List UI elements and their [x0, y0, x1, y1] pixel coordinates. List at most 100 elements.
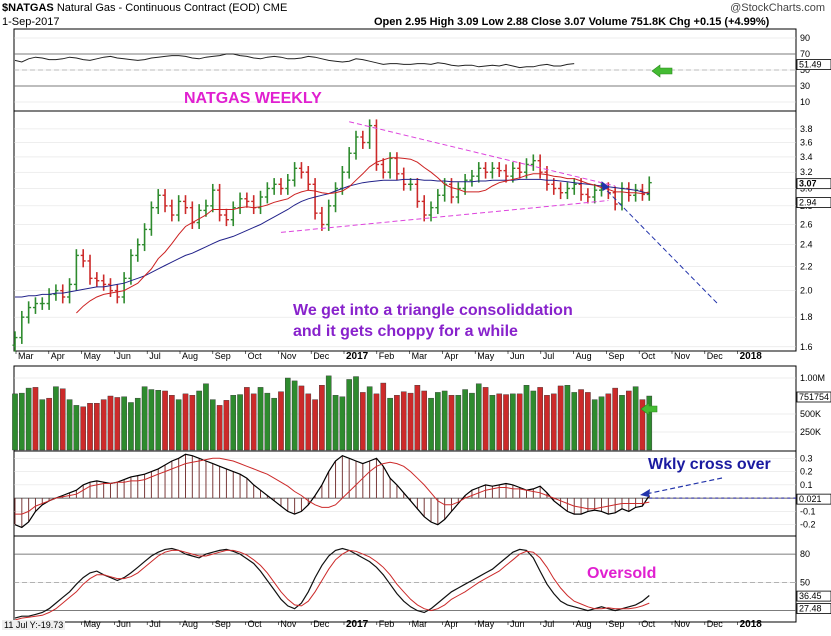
x-axis-label: Mar	[18, 351, 34, 361]
x-axis-label: Jun	[510, 351, 525, 361]
price-last-value: 3.07	[799, 179, 817, 189]
volume-bar	[134, 397, 141, 451]
volume-bar	[80, 406, 86, 451]
volume-bar	[469, 392, 475, 451]
volume-bar	[162, 390, 168, 451]
x-axis-label: Nov	[674, 351, 691, 361]
volume-bar	[25, 387, 32, 451]
volume-bar	[530, 390, 537, 451]
volume-bar	[619, 395, 625, 451]
date-label: 1-Sep-2017	[2, 16, 60, 28]
x-axis-label: Jun	[116, 351, 131, 361]
volume-bar	[278, 391, 284, 451]
stochastic-k-value-box	[796, 590, 831, 602]
stochastic-d-value-box	[796, 603, 831, 614]
volume-bar	[223, 400, 230, 451]
axis-layer: 907050301051.493.83.63.43.23.02.82.62.42…	[15, 33, 831, 630]
volume-bar	[578, 389, 584, 451]
volume-bar	[462, 389, 468, 451]
price-last-value-box	[796, 178, 831, 190]
volume-bar	[148, 389, 155, 451]
x-axis-label: Apr	[444, 619, 458, 629]
rsi-last-value: 51.49	[799, 60, 822, 70]
volume-bar	[414, 385, 421, 451]
stochastic-d-value: 27.48	[799, 604, 822, 614]
stochastic-tick-label: 50	[800, 577, 810, 587]
price-tick-label: 3.4	[800, 152, 813, 162]
volume-bar	[387, 397, 393, 451]
x-axis-label: Dec	[313, 619, 330, 629]
x-axis-label: Dec	[313, 351, 330, 361]
volume-bar	[564, 385, 571, 451]
volume-bar	[639, 399, 646, 451]
projection-line	[601, 184, 718, 304]
projection-arrowhead	[601, 181, 610, 192]
volume-bar	[366, 386, 373, 451]
annotation-weekly-title: NATGAS WEEKLY	[184, 90, 322, 107]
price-layer	[12, 119, 718, 352]
x-axis-label: Aug	[182, 351, 198, 361]
price-tick-label: 1.6	[800, 342, 813, 352]
x-axis-label: Sep	[608, 351, 624, 361]
sma-slow-line	[15, 178, 650, 298]
volume-green-arrow-icon	[640, 402, 658, 416]
volume-bar	[353, 376, 359, 451]
volume-bar	[312, 399, 318, 451]
volume-bar	[482, 387, 489, 451]
rsi-last-value-box	[796, 59, 831, 70]
volume-bar	[114, 397, 121, 451]
stochastic-panel	[13, 535, 797, 623]
volume-bar	[435, 392, 441, 451]
volume-tick-label: 500K	[800, 409, 821, 419]
rsi-line	[14, 53, 575, 69]
x-axis-label: Nov	[280, 619, 297, 629]
ppo-last-value-box	[796, 493, 831, 505]
x-axis-label: Oct	[248, 351, 263, 361]
ppo-last-value: 0.021	[799, 494, 822, 504]
price-tick-label: 2.0	[800, 286, 813, 296]
x-axis-label: Feb	[379, 619, 395, 629]
volume-bar	[237, 394, 243, 451]
volume-bar	[141, 386, 148, 451]
volume-bar	[196, 390, 202, 451]
stochastic-tick-label: 80	[800, 549, 810, 559]
volume-tick-label: 250K	[800, 427, 821, 437]
volume-bar	[128, 402, 134, 451]
x-axis-label: Dec	[707, 351, 724, 361]
price-tick-label: 3.2	[800, 167, 813, 177]
volume-bar	[257, 387, 264, 451]
volume-bar	[73, 405, 80, 451]
volume-bar	[598, 396, 605, 451]
x-axis-label: Dec	[707, 619, 724, 629]
volume-bar	[169, 395, 175, 451]
volume-bar	[39, 399, 46, 451]
volume-bar	[591, 399, 598, 451]
rsi-tick-label: 70	[800, 49, 810, 59]
volume-bar	[59, 388, 66, 451]
volume-last-value: 751754	[799, 392, 829, 402]
volume-bar	[489, 395, 496, 451]
volume-bar	[19, 392, 25, 451]
x-axis-label: Jul	[543, 619, 555, 629]
x-axis-label: Aug	[576, 351, 592, 361]
ohlc-readout: Open 2.95 High 3.09 Low 2.88 Close 3.07 …	[374, 16, 770, 28]
volume-bar	[503, 394, 509, 451]
volume-bar	[441, 390, 448, 451]
ppo-tick-label: 0.1	[800, 480, 813, 490]
x-axis-label: May	[477, 351, 495, 361]
volume-layer	[12, 375, 653, 451]
x-axis-label: Nov	[674, 619, 691, 629]
volume-bar	[325, 375, 332, 451]
stochastic-k-value: 36.45	[799, 591, 822, 601]
ppo-layer	[14, 453, 796, 529]
volume-bar	[46, 397, 52, 451]
volume-bar	[646, 395, 653, 451]
volume-bar	[230, 395, 237, 451]
volume-bar	[626, 390, 632, 451]
volume-bar	[182, 393, 189, 451]
volume-bar	[298, 385, 305, 451]
x-axis-label: Mar	[412, 351, 428, 361]
volume-bar	[400, 391, 407, 451]
x-axis-label: Apr	[444, 351, 458, 361]
rsi-tick-label: 50	[800, 65, 810, 75]
